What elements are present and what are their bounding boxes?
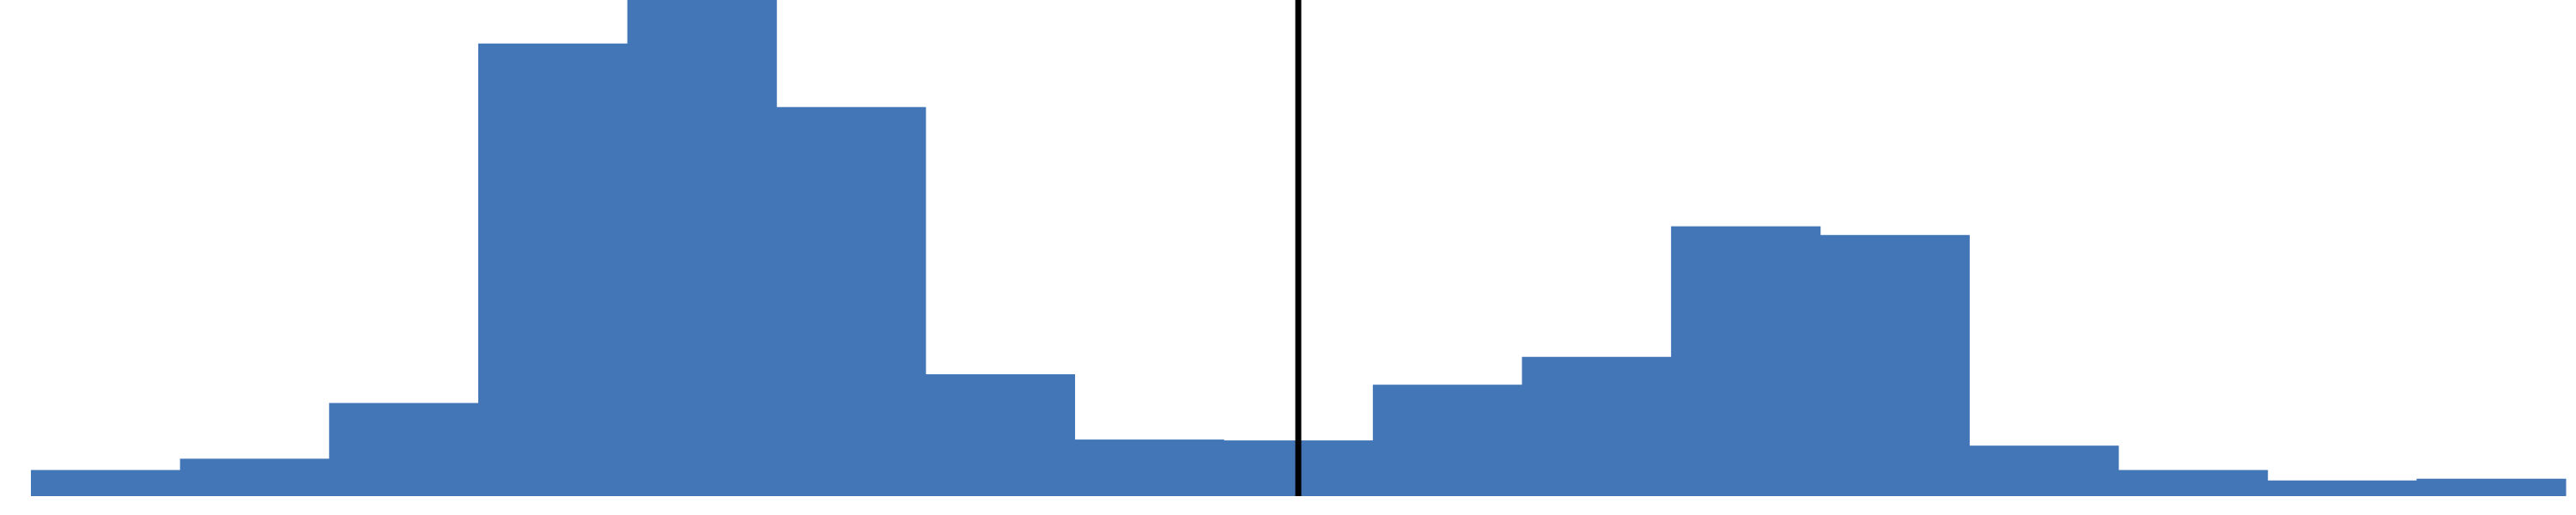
histogram-bar <box>627 0 777 496</box>
histogram-bar <box>1969 445 2119 496</box>
histogram-bar <box>1671 226 1821 496</box>
histogram-bar <box>1372 385 1522 496</box>
histogram-bar <box>776 106 927 496</box>
histogram-bar <box>2416 478 2567 496</box>
histogram-bar <box>477 43 629 496</box>
histogram-bar <box>925 374 1076 496</box>
bar-series <box>31 0 2567 496</box>
histogram-bar <box>1074 439 1224 496</box>
histogram-bar <box>1522 356 1672 496</box>
histogram-bar <box>2118 470 2269 496</box>
histogram-bar <box>179 458 330 496</box>
histogram-bar <box>329 403 479 496</box>
histogram-bar <box>31 470 181 496</box>
histogram-bar <box>2267 480 2417 496</box>
histogram-bar <box>1820 234 1970 496</box>
